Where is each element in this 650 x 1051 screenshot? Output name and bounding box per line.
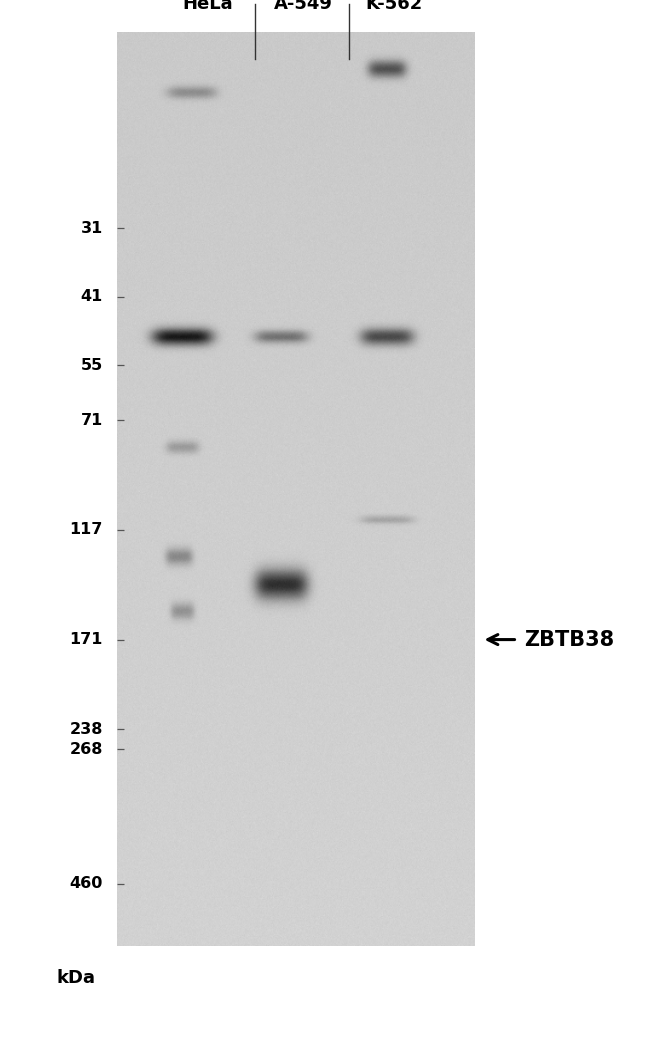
Text: 171: 171	[70, 632, 103, 647]
Text: 268: 268	[70, 742, 103, 757]
Text: 41: 41	[81, 289, 103, 304]
Text: 71: 71	[81, 413, 103, 428]
Text: 460: 460	[70, 877, 103, 891]
Text: kDa: kDa	[56, 969, 95, 987]
Text: 55: 55	[81, 357, 103, 373]
Text: HeLa: HeLa	[183, 0, 233, 13]
Text: 117: 117	[70, 522, 103, 537]
Text: A-549: A-549	[274, 0, 332, 13]
Text: 31: 31	[81, 221, 103, 235]
Text: 238: 238	[70, 722, 103, 737]
Text: K-562: K-562	[365, 0, 422, 13]
Text: ZBTB38: ZBTB38	[525, 630, 615, 650]
